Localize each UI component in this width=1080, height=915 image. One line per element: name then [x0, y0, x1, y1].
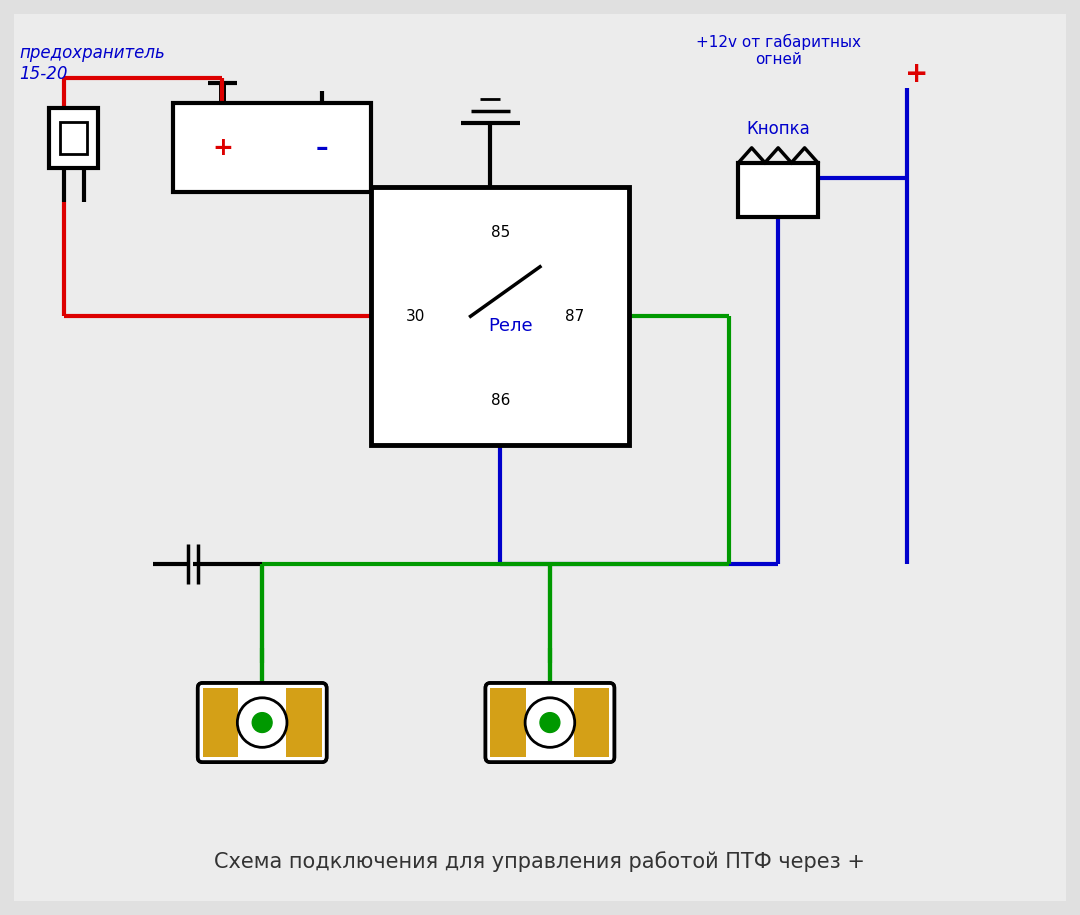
Text: +: +	[212, 135, 233, 160]
FancyBboxPatch shape	[198, 683, 326, 762]
Bar	[173, 103, 372, 192]
Circle shape	[525, 698, 575, 748]
Circle shape	[238, 698, 287, 748]
Bar	[49, 108, 98, 167]
Bar	[286, 688, 322, 758]
Bar	[60, 122, 87, 155]
Bar	[573, 688, 609, 758]
Circle shape	[540, 713, 559, 733]
Text: 85: 85	[490, 224, 510, 240]
Text: –: –	[315, 135, 328, 160]
Text: Схема подключения для управления работой ПТФ через +: Схема подключения для управления работой…	[215, 851, 865, 872]
Circle shape	[253, 713, 272, 733]
Text: предохранитель
15-20: предохранитель 15-20	[19, 44, 165, 82]
FancyBboxPatch shape	[485, 683, 615, 762]
Text: Кнопка: Кнопка	[746, 120, 810, 138]
Bar	[372, 188, 630, 445]
Text: 86: 86	[490, 393, 510, 408]
Text: Реле: Реле	[488, 318, 532, 335]
Bar	[490, 688, 526, 758]
Bar	[203, 688, 239, 758]
Bar	[739, 163, 818, 217]
Text: 30: 30	[406, 308, 426, 324]
Text: 87: 87	[565, 308, 584, 324]
Text: +: +	[905, 59, 929, 88]
Text: +12v от габаритных
огней: +12v от габаритных огней	[696, 34, 861, 68]
